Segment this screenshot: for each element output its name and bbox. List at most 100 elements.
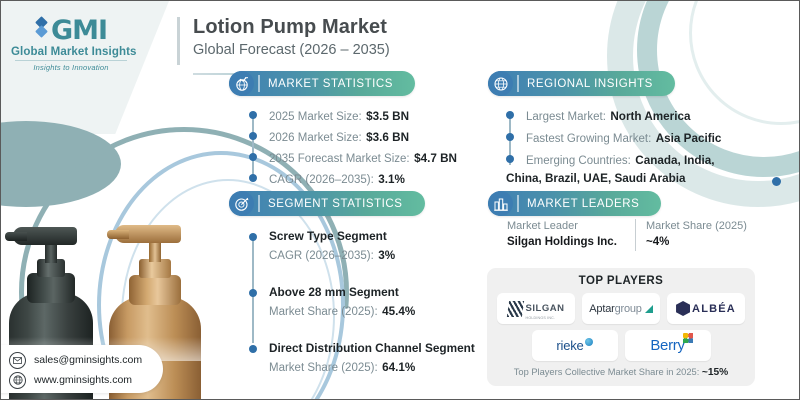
top-players-title: TOP PLAYERS [578,275,664,287]
black-bottle-collar [37,259,65,277]
bullet-dot-icon [249,174,257,182]
list-item: Above 28 mm Segment Market Share (2025):… [249,285,479,341]
pill-divider [517,75,519,92]
contact-email-row[interactable]: sales@gminsights.com [9,351,163,369]
gold-bottle-spout [107,230,129,239]
top-players-row-1: SILGAN HOLDINGS INC. Aptargroup ALBÉA [487,293,755,324]
gmi-logo: GMI Global Market Insights Insights to I… [11,14,137,72]
region-label: Fastest Growing Market: [526,133,652,145]
player-subtext: HOLDINGS INC. [525,315,556,320]
player-name: ALBÉA [692,302,736,315]
gold-bottle-collar [139,259,171,278]
teal-blob-decoration [1,121,121,207]
gold-bottle-pump-head [115,225,181,243]
section-title-market-leaders: MARKET LEADERS [527,197,640,210]
top-players-row-2: rieke Berry [487,330,755,361]
section-header-segment-statistics: SEGMENT STATISTICS [229,191,425,216]
page-subtitle: Global Forecast (2026 – 2035) [193,42,390,58]
market-share-label: Market Share (2025) [646,220,747,232]
region-value: Asia Pacific [655,132,722,145]
stat-label: 2026 Market Size: [269,132,362,144]
market-leader-column: Market Leader Silgan Holdings Inc. [507,219,635,248]
market-share-value: ~4% [646,235,670,248]
segment-value: 64.1% [382,361,416,374]
market-leaders-block: Market Leader Silgan Holdings Inc. Marke… [507,219,757,251]
stat-value: $4.7 BN [414,152,457,165]
list-item: Largest Market: North America [506,107,756,129]
bullet-dot-icon [249,111,257,119]
player-name: Aptar [589,302,615,315]
berry-flower-icon [682,333,693,343]
stat-value: $3.5 BN [366,110,410,123]
timeline-connector [252,113,254,179]
list-item: CAGR (2026–2035): 3.1% [249,170,464,191]
black-bottle-pump-head [13,227,77,245]
region-value: North America [610,110,691,123]
collective-share-value: ~15% [701,367,729,378]
globe-chart-icon [229,71,254,96]
pill-divider [517,195,519,212]
region-value: Canada, India, [635,154,715,167]
globe-icon [9,371,26,389]
logo-divider [15,60,127,61]
gold-bottle-shoulder [129,275,181,305]
list-item: Fastest Growing Market: Asia Pacific [506,129,756,151]
segment-label: CAGR (2026–2035): [269,250,374,262]
bullet-dot-icon [249,153,257,161]
contact-card: sales@gminsights.com www.gminsights.com [1,345,163,393]
list-item: 2035 Forecast Market Size: $4.7 BN [249,149,464,170]
segment-value: 3% [378,249,396,262]
target-chart-icon [229,191,254,216]
segment-statistics-list: Screw Type Segment CAGR (2026–2035): 3% … [249,229,479,376]
player-logo-albea[interactable]: ALBÉA [667,293,745,324]
factory-icon [488,191,513,216]
blue-dot-decoration [772,177,781,186]
player-logo-berry[interactable]: Berry [624,330,711,361]
segment-title: Direct Distribution Channel Segment [269,341,475,355]
player-logo-silgan[interactable]: SILGAN HOLDINGS INC. [497,293,575,324]
market-share-column: Market Share (2025) ~4% [646,219,747,248]
stat-label: CAGR (2026–2035): [269,174,374,186]
bullet-dot-icon [249,289,257,297]
list-item: Direct Distribution Channel Segment Mark… [249,341,479,376]
logo-company-name: Global Market Insights [11,46,137,58]
region-value-line2: China, Brazil, UAE, Saudi Arabia [506,172,686,185]
segment-title: Screw Type Segment [269,229,387,243]
segment-label: Market Share (2025): [269,362,378,374]
pill-divider [258,75,260,92]
market-statistics-list: 2025 Market Size: $3.5 BN 2026 Market Si… [249,107,464,191]
envelope-icon [9,351,26,369]
black-bottle-stem [45,241,57,263]
gold-bottle-stem [149,239,161,262]
bullet-dot-icon [506,133,514,141]
player-logo-rieke[interactable]: rieke [531,330,618,361]
bullet-dot-icon [249,233,257,241]
list-item: 2026 Market Size: $3.6 BN [249,128,464,149]
contact-website-row[interactable]: www.gminsights.com [9,371,163,389]
regional-insights-list: Largest Market: North America Fastest Gr… [506,107,756,185]
black-bottle-shoulder [27,273,75,303]
section-title-market-statistics: MARKET STATISTICS [268,77,394,90]
logo-tagline: Insights to Innovation [33,63,109,72]
stat-value: 3.1% [378,173,405,186]
section-title-segment-statistics: SEGMENT STATISTICS [268,197,403,210]
bullet-dot-icon [506,111,514,119]
stat-label: 2025 Market Size: [269,111,362,123]
player-logo-aptargroup[interactable]: Aptargroup [582,293,660,324]
section-header-market-leaders: MARKET LEADERS [488,191,662,216]
albea-hex-icon [676,301,691,316]
logo-diamond-icon [35,16,49,43]
title-left-rule [177,17,180,65]
region-label: Largest Market: [526,111,606,123]
globe-icon [488,71,513,96]
top-players-card: TOP PLAYERS SILGAN HOLDINGS INC. Aptargr… [487,268,755,386]
logo-initials: GMI [50,14,108,46]
section-title-regional-insights: REGIONAL INSIGHTS [527,77,653,90]
page-title-block: Lotion Pump Market Global Forecast (2026… [177,15,597,75]
rieke-dot-icon [584,338,593,346]
list-item: Screw Type Segment CAGR (2026–2035): 3% [249,229,479,285]
contact-email: sales@gminsights.com [34,354,143,366]
segment-label: Market Share (2025): [269,306,378,318]
bullet-dot-icon [249,132,257,140]
player-name: SILGAN [525,302,565,314]
